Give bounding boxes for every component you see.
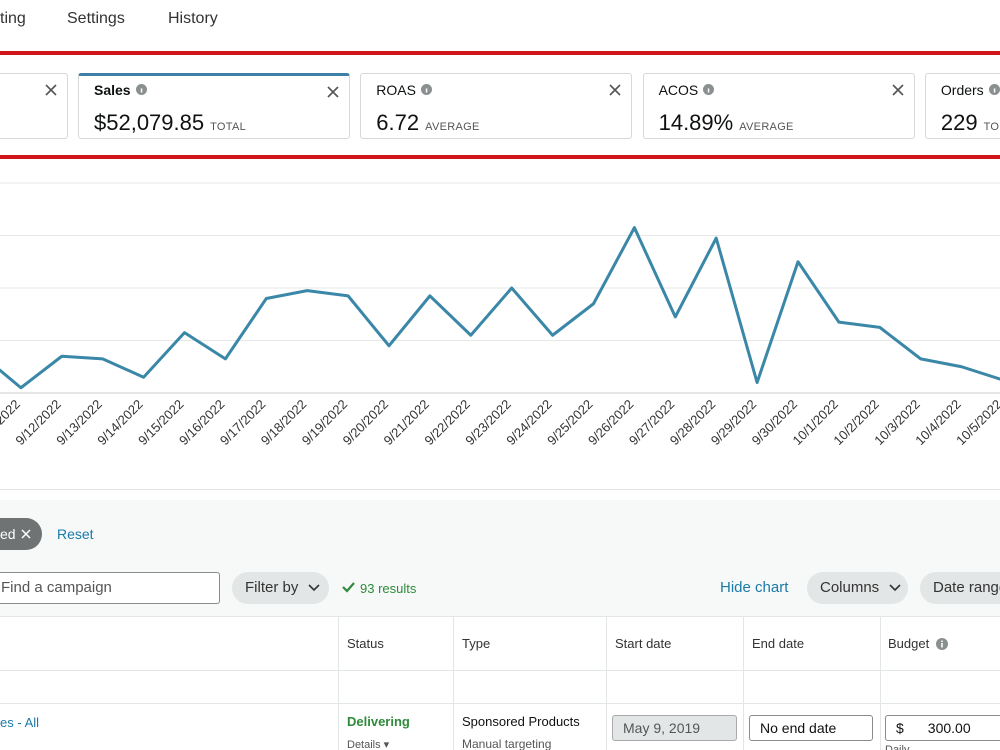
highlight-line bbox=[0, 155, 1000, 159]
metric-unit: AVERAGE bbox=[425, 121, 480, 133]
metric-name: ACOS bbox=[658, 82, 699, 98]
metric-card[interactable]: Sales $52,079.85 TOTAL bbox=[78, 73, 350, 139]
metric-name: Sales bbox=[94, 82, 131, 98]
button-text: Filter by bbox=[245, 579, 299, 596]
close-icon bbox=[21, 529, 31, 539]
metric-value: 6.72 AVERAGE bbox=[376, 110, 479, 136]
metric-card[interactable]: ROAS 6.72 AVERAGE bbox=[360, 73, 633, 139]
filter-chip[interactable]: ed bbox=[0, 518, 42, 550]
search-input[interactable]: Find a campaign bbox=[0, 572, 220, 604]
info-bar bbox=[708, 88, 710, 93]
row-line bbox=[0, 703, 1000, 704]
reset-link[interactable]: Reset bbox=[57, 526, 94, 542]
info-icon bbox=[936, 638, 948, 650]
budget-type: Daily bbox=[885, 744, 910, 750]
info-icon bbox=[703, 84, 715, 95]
column-header[interactable]: End date bbox=[752, 636, 805, 651]
col-line bbox=[338, 617, 339, 750]
chip-text: ed bbox=[0, 526, 16, 542]
metric-unit: AVERAGE bbox=[739, 121, 794, 133]
close-icon[interactable] bbox=[45, 84, 57, 96]
highlight-line bbox=[0, 51, 1000, 55]
metric-value: 14.89% AVERAGE bbox=[659, 110, 794, 136]
col-line bbox=[606, 617, 607, 750]
end-date[interactable]: No end date bbox=[749, 715, 873, 741]
row-line bbox=[0, 616, 1000, 617]
chevron bbox=[889, 584, 901, 592]
close-cross bbox=[327, 86, 339, 98]
budget-value: 300.00 bbox=[927, 720, 971, 736]
metric-unit: TO bbox=[983, 121, 1000, 133]
nav-tab[interactable]: ting bbox=[0, 10, 26, 27]
metric-name: ROAS bbox=[376, 82, 416, 98]
info-bar bbox=[140, 88, 142, 93]
col-line bbox=[880, 617, 881, 750]
budget-input[interactable]: $300.00 bbox=[885, 715, 1000, 741]
metric-card[interactable]: Orders 229 TO bbox=[924, 73, 1000, 139]
columns-button[interactable]: Columns bbox=[807, 572, 908, 604]
metric-number: 229 bbox=[940, 110, 978, 135]
data-line bbox=[0, 226, 1000, 390]
close-icon[interactable] bbox=[892, 84, 904, 96]
metric-label: Orders bbox=[941, 82, 1000, 98]
results-count: 93 results bbox=[360, 581, 417, 596]
chart: 9/11/20229/12/20229/13/20229/14/20229/15… bbox=[0, 182, 1000, 448]
button-text: Date range bbox=[933, 579, 1000, 596]
details-text: Details bbox=[347, 739, 381, 750]
button-text: Columns bbox=[820, 579, 880, 596]
close-cross bbox=[609, 84, 621, 96]
close-icon[interactable] bbox=[327, 86, 339, 98]
row-line bbox=[0, 670, 1000, 671]
metric-name: Orders bbox=[940, 82, 984, 98]
date-range-button[interactable]: Date range bbox=[920, 572, 1000, 604]
col-line bbox=[743, 617, 744, 750]
metric-card[interactable] bbox=[0, 73, 68, 139]
currency: $ bbox=[896, 720, 904, 736]
metric-label: ACOS bbox=[659, 82, 715, 98]
info-icon bbox=[988, 84, 1000, 95]
nav-tab[interactable]: History bbox=[168, 10, 218, 27]
status: Delivering bbox=[347, 714, 410, 729]
column-header[interactable]: Status bbox=[347, 636, 384, 651]
campaign-link[interactable]: es - All bbox=[0, 715, 40, 730]
check-icon bbox=[342, 582, 355, 593]
column-header[interactable]: Budget bbox=[888, 636, 930, 651]
metric-label: ROAS bbox=[376, 82, 432, 98]
close-cross bbox=[892, 84, 904, 96]
metric-value: $52,079.85 TOTAL bbox=[94, 110, 246, 136]
info-icon bbox=[135, 84, 147, 95]
close-icon[interactable] bbox=[609, 84, 621, 96]
info-icon bbox=[420, 84, 432, 95]
filter-button[interactable]: Filter by bbox=[232, 572, 329, 604]
column-header[interactable]: Start date bbox=[615, 636, 672, 651]
metric-number: 6.72 bbox=[376, 110, 420, 135]
metric-number: $52,079.85 bbox=[94, 110, 205, 135]
info-bar bbox=[425, 88, 428, 93]
column-header[interactable]: Type bbox=[462, 636, 491, 651]
metric-card[interactable]: ACOS 14.89% AVERAGE bbox=[642, 73, 915, 139]
divider bbox=[0, 489, 1000, 490]
chevron bbox=[308, 584, 320, 592]
info-bar bbox=[993, 88, 995, 93]
details-link[interactable]: Details ▾ bbox=[347, 739, 390, 750]
start-date[interactable]: May 9, 2019 bbox=[612, 715, 737, 741]
hide-chart-link[interactable]: Hide chart bbox=[720, 579, 789, 596]
metric-number: 14.89% bbox=[658, 110, 734, 135]
type: Sponsored Products bbox=[462, 714, 580, 729]
placeholder: Find a campaign bbox=[1, 579, 112, 596]
nav-tab[interactable]: Settings bbox=[67, 10, 125, 27]
col-line bbox=[453, 617, 454, 750]
input-text: May 9, 2019 bbox=[623, 720, 701, 736]
metric-unit: TOTAL bbox=[210, 121, 247, 133]
targeting: Manual targeting bbox=[462, 737, 552, 750]
metric-value: 229 TO bbox=[941, 110, 999, 136]
metric-label: Sales bbox=[94, 82, 147, 98]
input-text: No end date bbox=[760, 720, 837, 736]
